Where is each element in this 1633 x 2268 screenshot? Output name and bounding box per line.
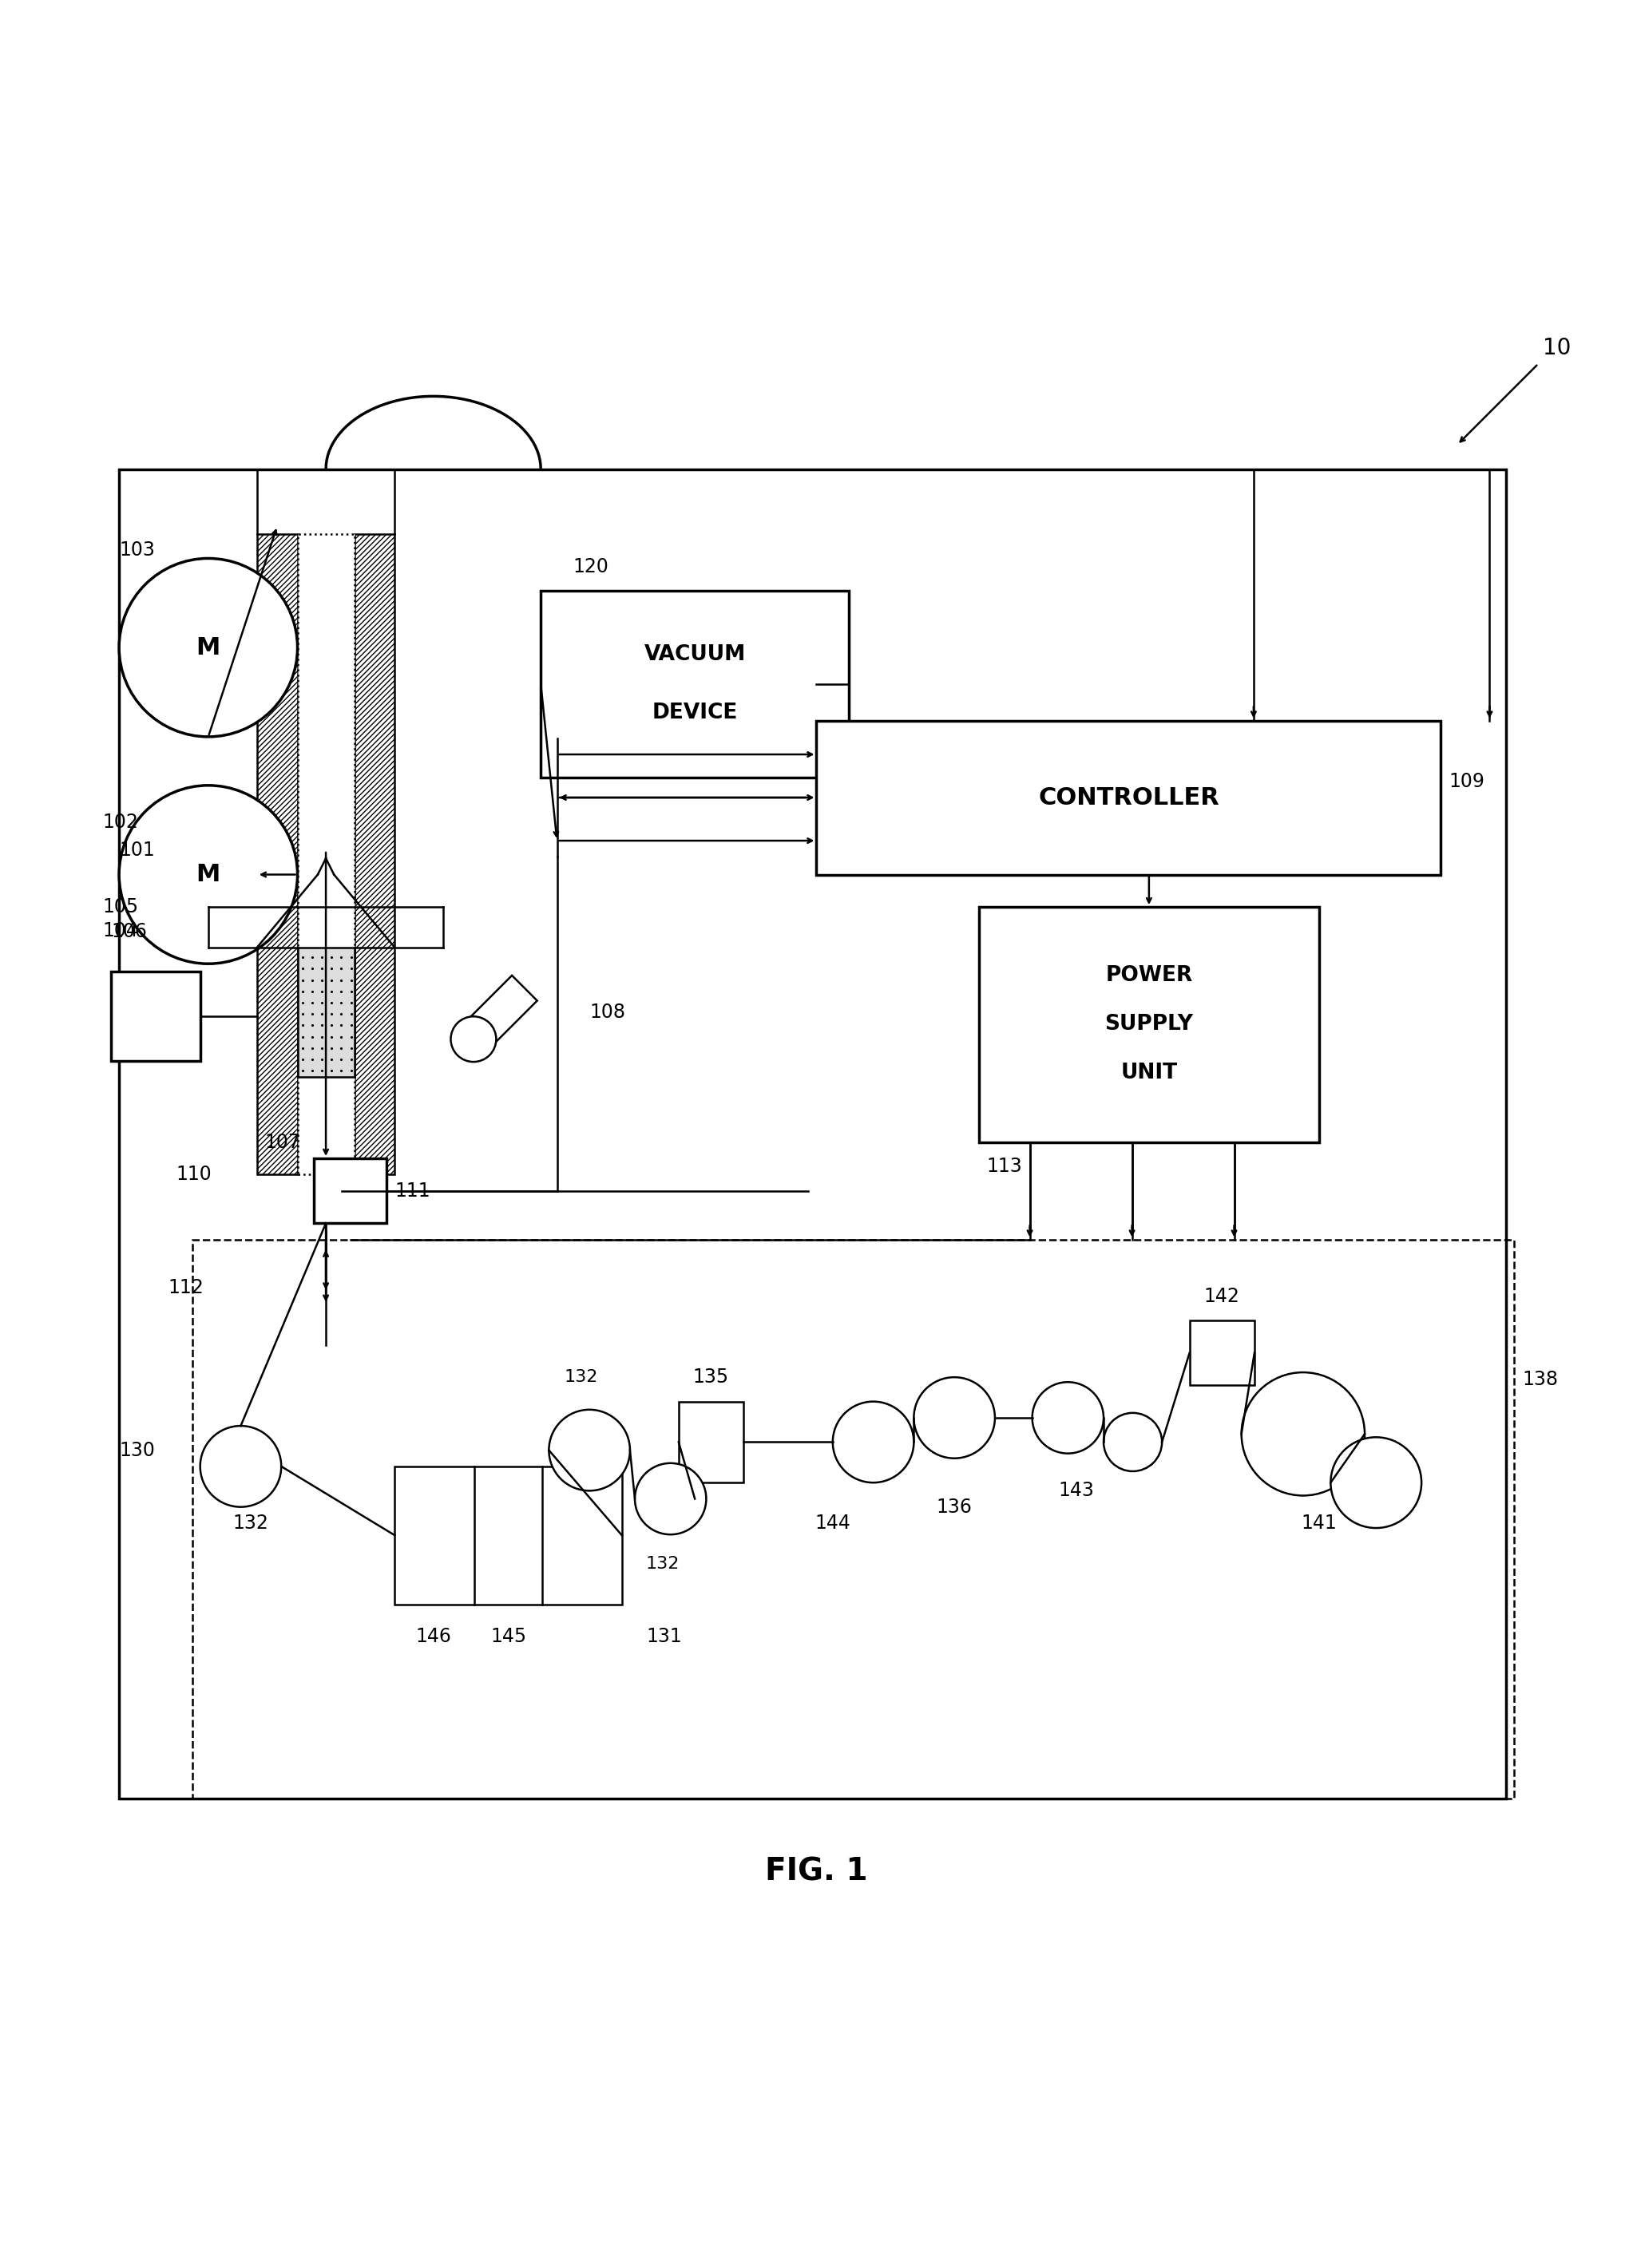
- Text: 132: 132: [232, 1513, 268, 1533]
- Text: 141: 141: [1302, 1513, 1337, 1533]
- Bar: [541, 590, 849, 778]
- Bar: [1189, 1320, 1254, 1386]
- Text: M: M: [196, 864, 220, 887]
- Text: 107: 107: [265, 1132, 300, 1152]
- Text: 145: 145: [490, 1626, 526, 1647]
- Bar: [119, 469, 1506, 1799]
- Text: 108: 108: [590, 1002, 625, 1023]
- Bar: [679, 1402, 743, 1483]
- Circle shape: [201, 1427, 281, 1506]
- Circle shape: [914, 1377, 994, 1458]
- Text: FIG. 1: FIG. 1: [766, 1857, 867, 1887]
- Text: 111: 111: [395, 1182, 431, 1200]
- Text: 138: 138: [1522, 1370, 1558, 1388]
- Bar: [354, 533, 395, 1175]
- Circle shape: [833, 1402, 914, 1483]
- Text: 101: 101: [119, 841, 155, 860]
- Circle shape: [119, 785, 297, 964]
- Text: 102: 102: [103, 812, 139, 832]
- Text: UNIT: UNIT: [1120, 1064, 1177, 1084]
- Circle shape: [1241, 1372, 1365, 1495]
- Text: 142: 142: [1204, 1286, 1239, 1306]
- Text: 10: 10: [1543, 336, 1571, 358]
- Text: 130: 130: [119, 1440, 155, 1461]
- Text: M: M: [196, 635, 220, 660]
- Text: 105: 105: [103, 898, 139, 916]
- Bar: [256, 533, 297, 1175]
- Text: POWER: POWER: [1106, 966, 1192, 987]
- Text: SUPPLY: SUPPLY: [1104, 1014, 1194, 1034]
- Bar: [193, 1238, 1514, 1799]
- Text: 104: 104: [103, 921, 139, 941]
- Bar: [395, 1467, 622, 1603]
- Text: 110: 110: [176, 1166, 212, 1184]
- Circle shape: [1032, 1381, 1104, 1454]
- Text: 143: 143: [1058, 1481, 1094, 1501]
- Text: 113: 113: [986, 1157, 1022, 1177]
- Text: 144: 144: [815, 1513, 851, 1533]
- Bar: [297, 533, 354, 1175]
- Text: 109: 109: [1448, 771, 1484, 792]
- Bar: [461, 975, 537, 1052]
- Text: 135: 135: [692, 1368, 728, 1386]
- Text: VACUUM: VACUUM: [643, 644, 746, 665]
- Circle shape: [1104, 1413, 1163, 1472]
- Text: 131: 131: [647, 1626, 683, 1647]
- Circle shape: [1331, 1438, 1421, 1529]
- Circle shape: [119, 558, 297, 737]
- Text: DEVICE: DEVICE: [652, 703, 738, 723]
- Circle shape: [635, 1463, 705, 1535]
- Bar: [816, 721, 1440, 875]
- Bar: [297, 948, 354, 1077]
- Text: 132: 132: [645, 1556, 679, 1572]
- Text: CONTROLLER: CONTROLLER: [1039, 787, 1220, 810]
- Text: 103: 103: [119, 540, 155, 560]
- Bar: [978, 907, 1319, 1143]
- Circle shape: [549, 1411, 630, 1490]
- Bar: [111, 973, 201, 1061]
- Text: 136: 136: [936, 1497, 972, 1517]
- Text: 106: 106: [111, 921, 147, 941]
- Bar: [314, 1159, 387, 1222]
- Text: 112: 112: [168, 1279, 204, 1297]
- Text: 132: 132: [565, 1370, 598, 1386]
- Text: 120: 120: [573, 558, 609, 576]
- Text: 146: 146: [415, 1626, 451, 1647]
- Circle shape: [451, 1016, 496, 1061]
